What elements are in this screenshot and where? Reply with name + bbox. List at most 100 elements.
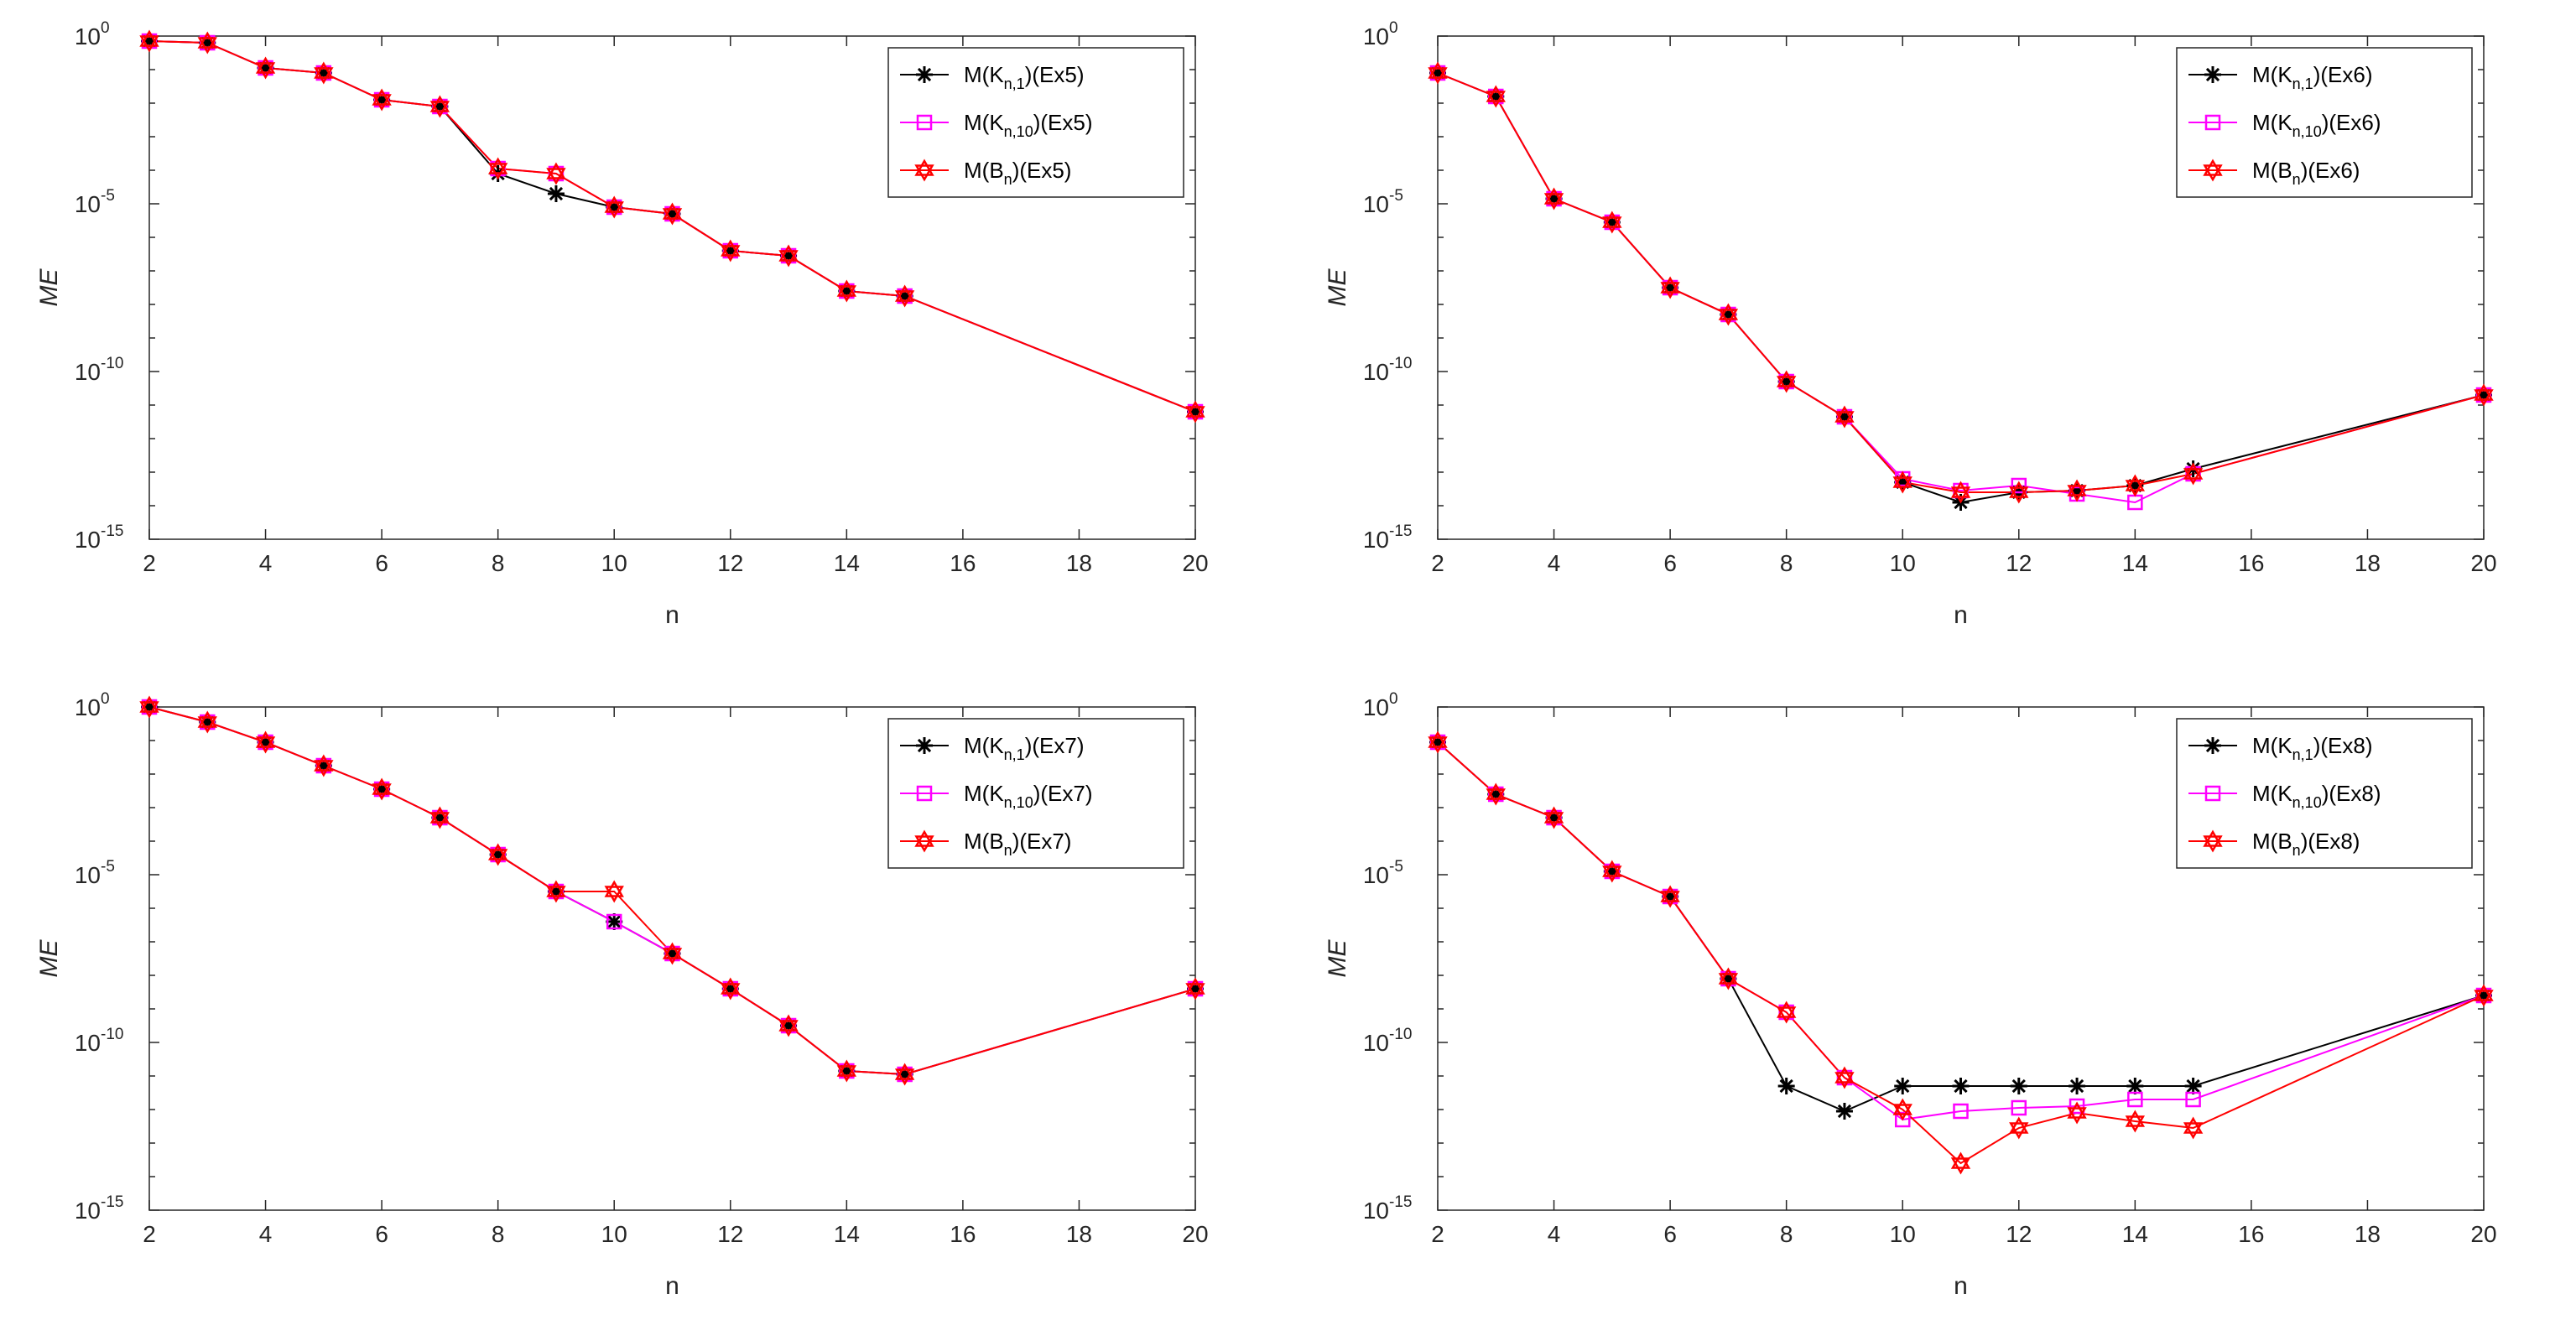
- y-tick-label: 10: [75, 1198, 101, 1224]
- data-point: [1546, 809, 1562, 826]
- data-point: [432, 98, 448, 115]
- legend-label: M(Kn,10)(Ex6): [2252, 110, 2381, 140]
- y-tick-label: 10: [1363, 1030, 1389, 1056]
- data-point: [197, 31, 217, 55]
- x-tick-label: 8: [1780, 550, 1793, 576]
- data-point: [258, 60, 273, 76]
- data-point: [778, 244, 799, 268]
- legend-marker: [2204, 114, 2221, 131]
- x-tick-label: 6: [375, 550, 388, 576]
- data-point: [836, 1059, 857, 1083]
- data-point: [200, 34, 216, 51]
- x-tick-label: 12: [717, 550, 743, 576]
- legend-label: M(Kn,1)(Ex8): [2252, 733, 2372, 763]
- subplot-ex6: 2 4 6 8 10 12 14 16 18 20 10 0 10 -5 10 -10 10 -15 n ME M(Kn…: [1288, 0, 2576, 670]
- x-tick-label: 10: [601, 1221, 627, 1247]
- data-point: [432, 809, 448, 826]
- x-tick-label: 16: [2238, 1221, 2264, 1247]
- y-axis-label: ME: [35, 268, 63, 307]
- data-point: [2125, 474, 2146, 497]
- data-point: [141, 699, 158, 715]
- x-tick-label: 20: [2470, 550, 2496, 576]
- data-point: [721, 239, 741, 262]
- data-point: [487, 157, 508, 180]
- data-point: [490, 846, 506, 863]
- legend-marker: [914, 829, 934, 853]
- series-markers-square: [141, 699, 1204, 1083]
- legend-marker: [914, 159, 934, 182]
- x-tick-label: 6: [375, 1221, 388, 1247]
- y-axis-label: ME: [1324, 268, 1351, 307]
- data-point: [490, 160, 506, 177]
- data-point: [1835, 1103, 1853, 1120]
- data-point: [2183, 1116, 2204, 1140]
- y-tick-label: 10: [75, 23, 101, 49]
- data-point: [1185, 977, 1205, 1001]
- y-tick-exponent: 0: [1389, 690, 1398, 708]
- data-point: [1836, 408, 1853, 425]
- data-point: [1952, 1078, 1970, 1094]
- y-axis-label: ME: [35, 939, 63, 978]
- data-point: [315, 757, 332, 774]
- legend: M(Kn,1)(Ex7) M(Kn,10)(Ex7) M(Bn)(Ex7): [887, 718, 1184, 869]
- data-point: [197, 710, 217, 734]
- x-tick-label: 20: [1182, 1221, 1208, 1247]
- data-point: [373, 91, 390, 108]
- series-markers-hexagram: [139, 29, 1205, 424]
- y-tick-exponent: -15: [101, 522, 123, 540]
- data-point: [1543, 187, 1564, 211]
- data-point: [429, 806, 450, 829]
- data-point: [255, 56, 276, 80]
- x-tick-label: 10: [601, 550, 627, 576]
- data-point: [836, 279, 857, 303]
- y-tick-label: 10: [75, 359, 101, 385]
- data-point: [1660, 276, 1680, 299]
- y-tick-label: 10: [1363, 191, 1389, 217]
- series-hexagram: [1437, 741, 2485, 1165]
- data-point: [1662, 279, 1678, 296]
- data-point: [606, 199, 622, 216]
- data-point: [1892, 470, 1912, 494]
- x-tick-label: 18: [2355, 550, 2381, 576]
- data-point: [662, 202, 683, 226]
- data-point: [1953, 1103, 1969, 1120]
- x-tick-label: 18: [1066, 1221, 1092, 1247]
- series-markers-hexagram: [1428, 730, 2494, 1175]
- data-point: [664, 205, 680, 222]
- data-point: [1950, 1151, 1971, 1175]
- x-tick-label: 12: [2006, 550, 2032, 576]
- data-point: [780, 1017, 797, 1034]
- x-tick-label: 2: [1431, 550, 1444, 576]
- x-tick-label: 6: [1663, 1221, 1677, 1247]
- x-axis-label: n: [1954, 1272, 1968, 1300]
- x-tick-label: 4: [1548, 1221, 1561, 1247]
- x-tick-label: 16: [950, 1221, 976, 1247]
- data-point: [1720, 970, 1736, 987]
- data-point: [258, 734, 273, 751]
- data-point: [1778, 1004, 1794, 1021]
- data-point: [606, 913, 622, 930]
- legend: M(Kn,1)(Ex6) M(Kn,10)(Ex6) M(Bn)(Ex6): [2176, 47, 2473, 198]
- data-point: [1720, 306, 1736, 323]
- data-point: [1777, 1078, 1795, 1094]
- data-point: [662, 942, 683, 965]
- legend-label: M(Kn,1)(Ex7): [964, 733, 1084, 763]
- data-point: [604, 195, 624, 219]
- data-point: [548, 883, 565, 900]
- data-point: [2185, 1091, 2201, 1108]
- data-point: [1834, 405, 1855, 429]
- data-point: [139, 29, 159, 53]
- data-point: [722, 980, 739, 997]
- data-point: [721, 977, 741, 1001]
- data-point: [778, 1014, 799, 1037]
- x-axis-label: n: [665, 601, 679, 629]
- x-tick-label: 10: [1890, 550, 1916, 576]
- data-point: [1662, 888, 1678, 905]
- data-point: [2069, 1078, 2086, 1094]
- data-point: [1604, 863, 1621, 880]
- data-point: [1488, 88, 1504, 105]
- data-point: [1488, 786, 1504, 803]
- data-point: [141, 33, 158, 49]
- y-axis-label: ME: [1324, 939, 1351, 978]
